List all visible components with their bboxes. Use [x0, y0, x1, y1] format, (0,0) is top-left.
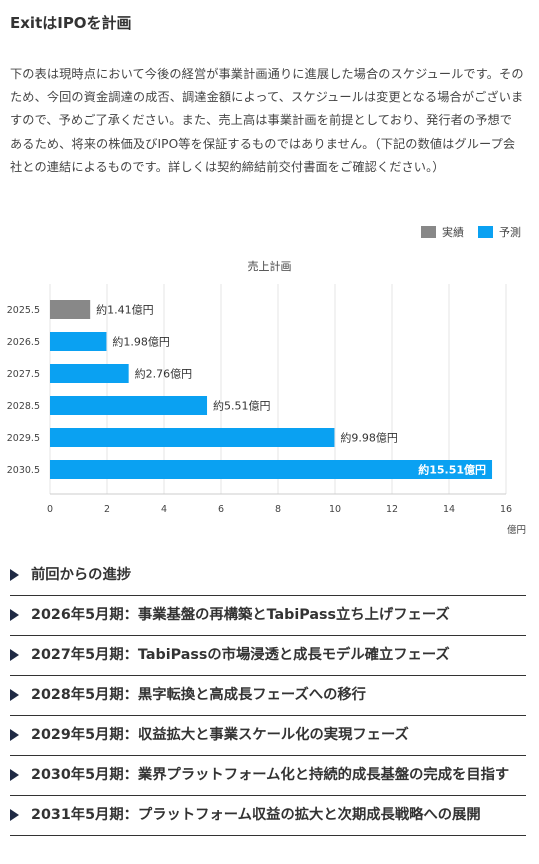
- roadmap-accordion: 前回からの進捗 2026年5月期：事業基盤の再構築とTabiPass立ち上げフェー…: [10, 556, 526, 836]
- section-heading: ExitはIPOを計画: [10, 14, 132, 32]
- accordion-item-label: 前回からの進捗: [31, 567, 132, 583]
- accordion-item-label: 2029年5月期：収益拡大と事業スケール化の実現フェーズ: [31, 727, 409, 743]
- y-category-label: 2025.5: [7, 305, 40, 316]
- accordion-item[interactable]: 2029年5月期：収益拡大と事業スケール化の実現フェーズ: [10, 716, 526, 756]
- accordion-item[interactable]: 2031年5月期：プラットフォーム収益の拡大と次期成長戦略への展開: [10, 796, 526, 836]
- accordion-item[interactable]: 2028年5月期：黒字転換と高成長フェーズへの移行: [10, 676, 526, 716]
- legend-actual-label: 実績: [442, 226, 464, 239]
- bar-data-label: 約9.98億円: [340, 431, 398, 445]
- y-category-label: 2027.5: [7, 369, 40, 380]
- bar-data-label: 約5.51億円: [213, 399, 271, 413]
- expand-triangle-icon: [10, 569, 19, 581]
- chart-title: 売上計画: [247, 260, 292, 273]
- bar-forecast: [50, 364, 129, 383]
- bar-forecast: [50, 460, 493, 479]
- x-tick-label: 2: [104, 504, 110, 515]
- bar-data-label: 約1.98億円: [112, 335, 169, 349]
- y-category-label: 2029.5: [7, 433, 40, 444]
- y-category-label: 2026.5: [7, 337, 40, 348]
- bar-forecast: [50, 428, 335, 447]
- x-tick-label: 6: [218, 504, 224, 515]
- legend-actual-swatch: [421, 226, 436, 238]
- legend-forecast-label: 予測: [499, 226, 521, 239]
- legend-forecast[interactable]: 予測: [478, 224, 521, 240]
- x-tick-label: 14: [443, 504, 455, 515]
- x-tick-label: 12: [386, 504, 398, 515]
- sales-plan-chart: 0 2 4 6 8 10 12 14 16 億円 2025.5 約1.41億円 2026.5 約1.98億…: [7, 284, 526, 536]
- bar-data-label: 約1.41億円: [96, 303, 154, 317]
- expand-triangle-icon: [10, 729, 19, 741]
- accordion-item[interactable]: 前回からの進捗: [10, 556, 526, 596]
- bar-actual: [50, 300, 91, 319]
- x-unit-label: 億円: [507, 524, 526, 536]
- accordion-item-label: 2030年5月期：業界プラットフォーム化と持続的成長基盤の完成を目指す: [31, 767, 510, 783]
- expand-triangle-icon: [10, 769, 19, 781]
- expand-triangle-icon: [10, 609, 19, 621]
- expand-triangle-icon: [10, 809, 19, 821]
- accordion-item-label: 2028年5月期：黒字転換と高成長フェーズへの移行: [31, 687, 366, 703]
- x-tick-label: 16: [500, 504, 512, 515]
- y-category-label: 2028.5: [7, 401, 40, 412]
- x-tick-label: 4: [161, 504, 167, 515]
- x-tick-label: 0: [47, 504, 53, 515]
- bar-forecast: [50, 396, 208, 415]
- y-category-label: 2030.5: [7, 465, 40, 476]
- expand-triangle-icon: [10, 689, 19, 701]
- x-tick-label: 8: [275, 504, 281, 515]
- schedule-description: 下の表は現時点において今後の経営が事業計画通りに進展した場合のスケジュールです。…: [10, 67, 524, 174]
- legend-forecast-swatch: [478, 226, 493, 238]
- accordion-item-label: 2027年5月期：TabiPassの市場浸透と成長モデル確立フェーズ: [31, 647, 450, 663]
- x-tick-label: 10: [329, 504, 341, 515]
- accordion-item-label: 2026年5月期：事業基盤の再構築とTabiPass立ち上げフェーズ: [31, 607, 450, 623]
- expand-triangle-icon: [10, 649, 19, 661]
- bar-data-label: 約15.51億円: [418, 463, 486, 477]
- accordion-item-label: 2031年5月期：プラットフォーム収益の拡大と次期成長戦略への展開: [31, 807, 481, 823]
- legend-actual[interactable]: 実績: [421, 224, 464, 240]
- accordion-item[interactable]: 2030年5月期：業界プラットフォーム化と持続的成長基盤の完成を目指す: [10, 756, 526, 796]
- bar-data-label: 約2.76億円: [135, 367, 193, 381]
- bar-forecast: [50, 332, 107, 351]
- accordion-item[interactable]: 2026年5月期：事業基盤の再構築とTabiPass立ち上げフェーズ: [10, 596, 526, 636]
- chart-legend: 実績 予測: [421, 224, 521, 240]
- accordion-item[interactable]: 2027年5月期：TabiPassの市場浸透と成長モデル確立フェーズ: [10, 636, 526, 676]
